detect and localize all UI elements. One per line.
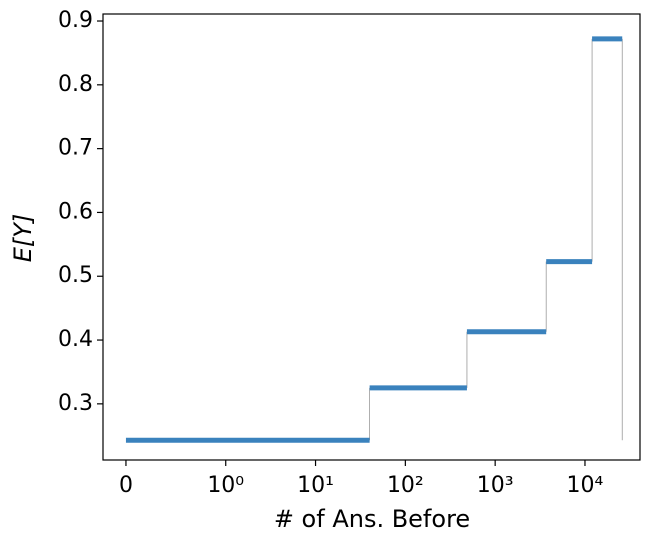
plot-frame: [102, 13, 641, 461]
y-tick-label: 0.5: [58, 263, 93, 288]
y-tick-label: 0.7: [58, 136, 93, 161]
y-tick-label: 0.9: [58, 8, 93, 33]
x-tick-label: 10²: [387, 473, 424, 498]
y-tick-label: 0.3: [58, 391, 93, 416]
x-tick-label: 10³: [477, 473, 514, 498]
x-axis-label: # of Ans. Before: [274, 505, 470, 533]
x-tick-label: 10¹: [297, 473, 334, 498]
x-tick-label: 0: [119, 473, 133, 498]
y-tick-label: 0.6: [58, 199, 93, 224]
y-tick-label: 0.4: [58, 327, 93, 352]
x-tick-label: 10⁰: [207, 473, 244, 498]
y-axis-label: E[Y]: [9, 214, 37, 263]
x-tick-label: 10⁴: [567, 473, 604, 498]
y-tick-label: 0.8: [58, 72, 93, 97]
